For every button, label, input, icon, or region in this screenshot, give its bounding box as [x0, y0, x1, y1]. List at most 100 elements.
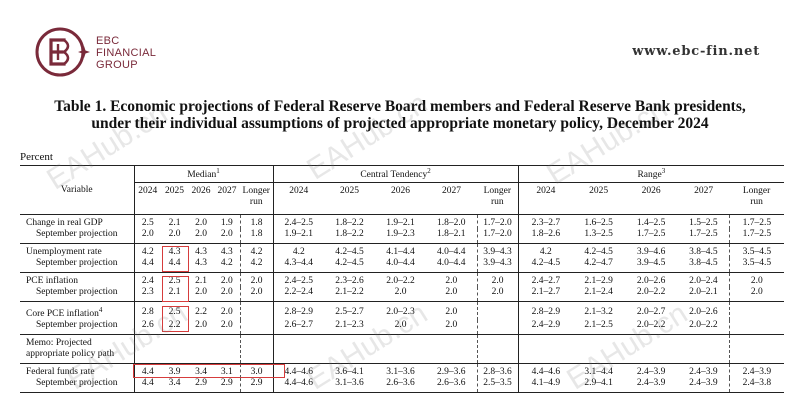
range-cell: 2.4–3.9 — [689, 367, 718, 378]
median-cell: 1.9 — [220, 218, 233, 228]
memo-empty-cell — [239, 334, 274, 365]
range-cell: 2.1–2.9 — [584, 276, 613, 286]
central-cell: 2.5–2.7 — [335, 307, 364, 318]
central-cell: 2.4–2.5 — [272, 214, 325, 229]
table-row: Unemployment rate 4.2 4.3 4.3 4.3 4.2 4.2 4.2–4… — [20, 243, 785, 259]
range-cell: 2.4–3.8 — [728, 378, 785, 394]
central-cell: 2.0 — [445, 307, 458, 318]
row-label: Core PCE inflation4 — [20, 302, 134, 321]
projections-table-wrap: Variable Median1 Central Tendency2 Range… — [20, 165, 785, 394]
range-cell: 4.2–4.7 — [573, 258, 625, 273]
central-cell: 2.3–2.6 — [335, 276, 364, 286]
memo-empty-cell — [188, 334, 214, 365]
website-url[interactable]: www.ebc-fin.net — [632, 44, 760, 59]
row-sub-label: September projection — [20, 378, 134, 394]
median-cell: 2.0 — [161, 229, 188, 244]
row-label: Change in real GDP — [20, 215, 134, 230]
median-cell: 2.0 — [239, 287, 274, 302]
central-cell: 2.0 — [426, 287, 478, 302]
memo-empty-cell — [426, 334, 478, 365]
central-cell: 2.8–2.9 — [272, 301, 325, 321]
range-cell: 3.5–4.5 — [728, 243, 785, 258]
central-year-2024: 2024 — [272, 182, 325, 215]
central-cell: 1.9–2.1 — [386, 218, 415, 228]
range-cell: 3.1–4.4 — [584, 367, 613, 378]
median-cell — [239, 320, 274, 336]
central-longer-run-line-1: Longer — [483, 186, 512, 196]
range-cell: 1.3–2.5 — [573, 229, 625, 244]
central-cell: 1.9–2.1 — [272, 229, 325, 244]
row-label-footnote: 4 — [98, 306, 103, 314]
variable-header: Variable — [20, 165, 134, 215]
range-cell: 3.8–4.5 — [678, 258, 730, 273]
memo-row: Memo: Projected appropriate policy path — [20, 334, 785, 365]
central-cell: 1.7–2.0 — [476, 229, 519, 244]
range-cell: 4.2–4.5 — [517, 258, 574, 273]
central-year-2025: 2025 — [324, 182, 376, 215]
range-cell: 2.3–2.7 — [517, 214, 574, 229]
central-cell: 2.4–2.5 — [272, 272, 325, 287]
median-cell: 4.2 — [239, 243, 274, 258]
row-label-text: PCE inflation — [26, 276, 78, 286]
range-cell: 2.4–3.9 — [636, 367, 666, 378]
range-cell: 1.6–2.5 — [584, 218, 613, 228]
brand-name: EBC FINANCIAL GROUP — [96, 35, 156, 71]
central-cell: 4.2–4.5 — [335, 247, 364, 257]
range-cell: 4.2–4.5 — [584, 247, 613, 257]
range-cell: 4.1–4.9 — [517, 378, 574, 394]
central-footnote: 2 — [427, 167, 431, 176]
range-cell: 2.8–2.9 — [517, 301, 574, 321]
median-cell: 2.0 — [195, 218, 207, 228]
median-year-2027: 2027 — [214, 182, 240, 215]
range-year-2025: 2025 — [573, 182, 625, 215]
range-cell: 2.0 — [728, 287, 785, 302]
median-cell: 4.2 — [239, 258, 274, 273]
row-label-text: Federal funds rate — [26, 367, 95, 378]
central-year-2026: 2026 — [375, 182, 427, 215]
central-cell: 2.0 — [476, 272, 519, 287]
median-header: Median1 — [133, 165, 274, 183]
range-header-label: Range — [637, 170, 662, 181]
median-cell: 1.8 — [239, 229, 274, 244]
median-year-2026: 2026 — [188, 182, 214, 215]
range-cell: 2.0–2.6 — [689, 307, 718, 318]
central-cell: 2.8–3.6 — [476, 363, 519, 379]
ebc-logo-icon — [34, 24, 90, 80]
median-cell: 4.4 — [133, 378, 161, 394]
range-cell: 1.7–2.5 — [728, 214, 785, 229]
range-cell: 2.0–2.2 — [624, 320, 679, 336]
central-cell: 2.6–2.7 — [272, 320, 325, 336]
median-cell: 3.4 — [195, 367, 207, 378]
projections-table: Variable Median1 Central Tendency2 Range… — [20, 165, 785, 394]
median-cell: 2.0 — [220, 276, 233, 286]
median-cell: 2.3 — [133, 287, 161, 302]
median-cell: 2.1 — [168, 218, 181, 228]
median-longer-run-line-1: Longer — [242, 186, 270, 196]
central-cell: 2.2–2.4 — [272, 287, 325, 302]
range-cell: 2.9–4.1 — [573, 378, 625, 394]
range-cell: 2.1–3.2 — [584, 307, 613, 318]
table-title: Table 1. Economic projections of Federal… — [0, 98, 800, 132]
median-cell: 4.3 — [220, 247, 233, 257]
central-cell: 2.9–3.6 — [437, 367, 466, 378]
median-cell: 2.2 — [161, 320, 188, 336]
range-footnote: 3 — [661, 167, 666, 176]
median-year-2025: 2025 — [161, 182, 188, 215]
range-longer-run-line-1: Longer — [742, 186, 771, 196]
central-cell: 2.6–3.6 — [426, 378, 478, 394]
median-cell: 3.0 — [239, 363, 274, 379]
median-cell: 2.0 — [239, 272, 274, 287]
range-cell: 1.7–2.5 — [678, 229, 730, 244]
range-cell: 2.4–2.9 — [517, 320, 574, 336]
range-cell: 2.4–3.9 — [678, 378, 730, 394]
row-label: Unemployment rate — [20, 244, 134, 259]
central-cell — [476, 301, 519, 321]
table-row: Federal funds rate 4.4 3.9 3.4 3.1 3.0 4.4–4.6… — [20, 363, 785, 379]
range-cell: 2.4–3.9 — [624, 378, 679, 394]
median-cell: 4.2 — [133, 243, 161, 258]
range-cell: 2.0–2.6 — [636, 276, 666, 286]
median-cell: 4.4 — [133, 258, 161, 273]
central-cell: 1.8–2.0 — [437, 218, 466, 228]
range-cell: 2.0–2.1 — [678, 287, 730, 302]
central-tendency-header: Central Tendency2 — [272, 165, 519, 183]
